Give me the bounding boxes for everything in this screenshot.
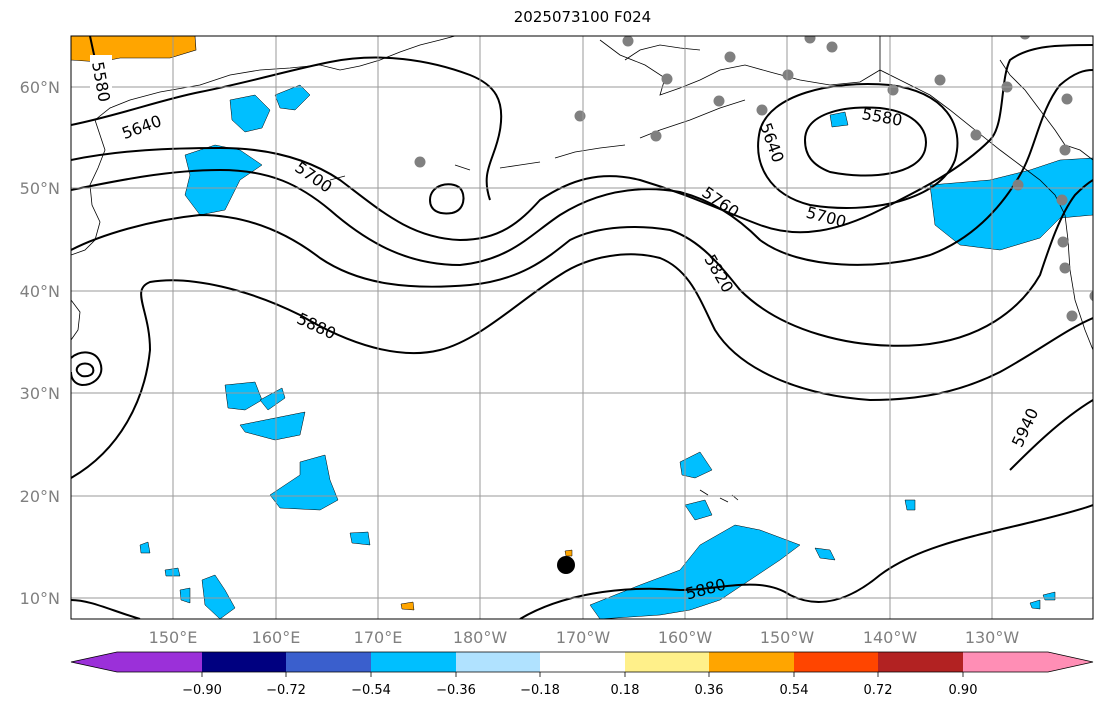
station-dot [1059, 262, 1071, 274]
plot-frame [70, 35, 1094, 620]
colorbar-tick: −0.90 [182, 683, 222, 698]
colorbar-tick: 0.72 [864, 683, 893, 698]
contour-5820 [71, 179, 1093, 347]
lon-labels: 150°E 160°E 170°E 180°W 170°W 160°W 150°… [149, 628, 1020, 647]
point-marker [557, 556, 575, 574]
station-dot [713, 95, 725, 107]
shade-blue-epac-3 [1029, 599, 1041, 610]
colorbar-tick: −0.54 [351, 683, 391, 698]
colorbar-segment [625, 652, 709, 672]
shade-blue-epac-2 [904, 499, 916, 511]
shade-blue-hawaii-n [679, 451, 713, 479]
station-dot [414, 156, 426, 168]
contour-labels: 5580 5640 5700 5580 5640 5700 5760 5820 … [88, 55, 1042, 603]
station-dot [1066, 310, 1078, 322]
contour-closed-small [428, 183, 465, 215]
shade-blue-tropics [589, 524, 801, 619]
lat-label: 20°N [20, 487, 60, 506]
colorbar-segment [963, 652, 1048, 672]
lon-label: 150°E [149, 628, 198, 647]
colorbar-segment [794, 652, 878, 672]
station-dot [574, 110, 586, 122]
station-dot [1019, 36, 1031, 40]
station-dot [826, 41, 838, 53]
shade-blue-midpac-1 [224, 381, 263, 411]
station-dot [782, 69, 794, 81]
contour-closed-sw-inner [75, 362, 95, 378]
station-dot [661, 73, 673, 85]
colorbar-segment [286, 652, 371, 672]
colorbar-segment [540, 652, 625, 672]
colorbar-segment [117, 652, 202, 672]
station-dot [1012, 179, 1024, 191]
map-title: 2025073100 F024 [513, 8, 652, 26]
colorbar: −0.90 −0.72 −0.54 −0.36 −0.18 0.18 0.36 … [70, 651, 1094, 698]
station-dot [970, 129, 982, 141]
station-dot [804, 36, 816, 44]
station-dot [1089, 290, 1093, 302]
shade-blue-epac-1 [814, 547, 836, 561]
lat-labels: 10°N 20°N 30°N 40°N 50°N 60°N [20, 78, 60, 608]
colorbar-segment [202, 652, 286, 672]
colorbar-tick: 0.36 [695, 683, 724, 698]
shade-blue-wpac-1 [139, 541, 151, 554]
lon-label: 140°W [863, 628, 918, 647]
station-dot [887, 84, 899, 96]
colorbar-tick: 0.18 [611, 683, 640, 698]
colorbar-outline [70, 651, 1094, 673]
lat-label: 60°N [20, 78, 60, 97]
contour-5760 [71, 69, 1093, 267]
contour-5940 [1009, 399, 1093, 471]
graticule [71, 36, 1093, 619]
contour-5640 [71, 56, 503, 201]
station-dot [1056, 194, 1068, 206]
shade-blue-wpac-4 [179, 587, 191, 604]
lon-label: 130°W [965, 628, 1020, 647]
station-dot [724, 51, 736, 63]
lon-label: 160°E [252, 628, 301, 647]
colorbar-segment [709, 652, 794, 672]
contour-closed-sw [71, 351, 103, 387]
colorbar-segment [371, 652, 456, 672]
station-dot [756, 104, 768, 116]
plot-area [71, 36, 1093, 619]
lat-label: 40°N [20, 282, 60, 301]
colorbar-tick: 0.54 [780, 683, 809, 698]
colorbar-extend-low [71, 652, 117, 672]
contour-5880-south [71, 504, 1093, 619]
lon-label: 180°W [453, 628, 508, 647]
station-dot [934, 74, 946, 86]
shade-orange-small [400, 601, 415, 611]
colorbar-segment [878, 652, 963, 672]
contour-closed-ne [803, 106, 927, 177]
shade-blue-alaska-small [829, 111, 849, 128]
lon-label: 170°E [354, 628, 403, 647]
colorbar-tick: −0.18 [520, 683, 560, 698]
lon-label: 150°W [760, 628, 815, 647]
station-dot [622, 36, 634, 47]
contour-5700 [71, 44, 1093, 242]
shade-blue-wpac-5 [349, 531, 371, 546]
colorbar-tick: −0.72 [266, 683, 306, 698]
lat-label: 30°N [20, 384, 60, 403]
colorbar-tick: 0.90 [949, 683, 978, 698]
colorbar-tick: −0.36 [436, 683, 476, 698]
colorbar-segment [456, 652, 540, 672]
shade-blue-tropics-2 [684, 499, 713, 521]
station-dot [650, 130, 662, 142]
colorbar-extend-high [1048, 652, 1093, 672]
lon-label: 160°W [658, 628, 713, 647]
lat-label: 50°N [20, 179, 60, 198]
shade-blue-wpac-3 [201, 574, 236, 619]
station-dot [1057, 236, 1069, 248]
station-dot [1059, 144, 1071, 156]
lon-label: 170°W [556, 628, 611, 647]
shade-orange-tiny [564, 549, 573, 557]
shade-blue-kuril [229, 94, 271, 133]
shade-blue-midpac-3 [239, 411, 306, 441]
station-dot [1061, 93, 1073, 105]
lat-label: 10°N [20, 589, 60, 608]
